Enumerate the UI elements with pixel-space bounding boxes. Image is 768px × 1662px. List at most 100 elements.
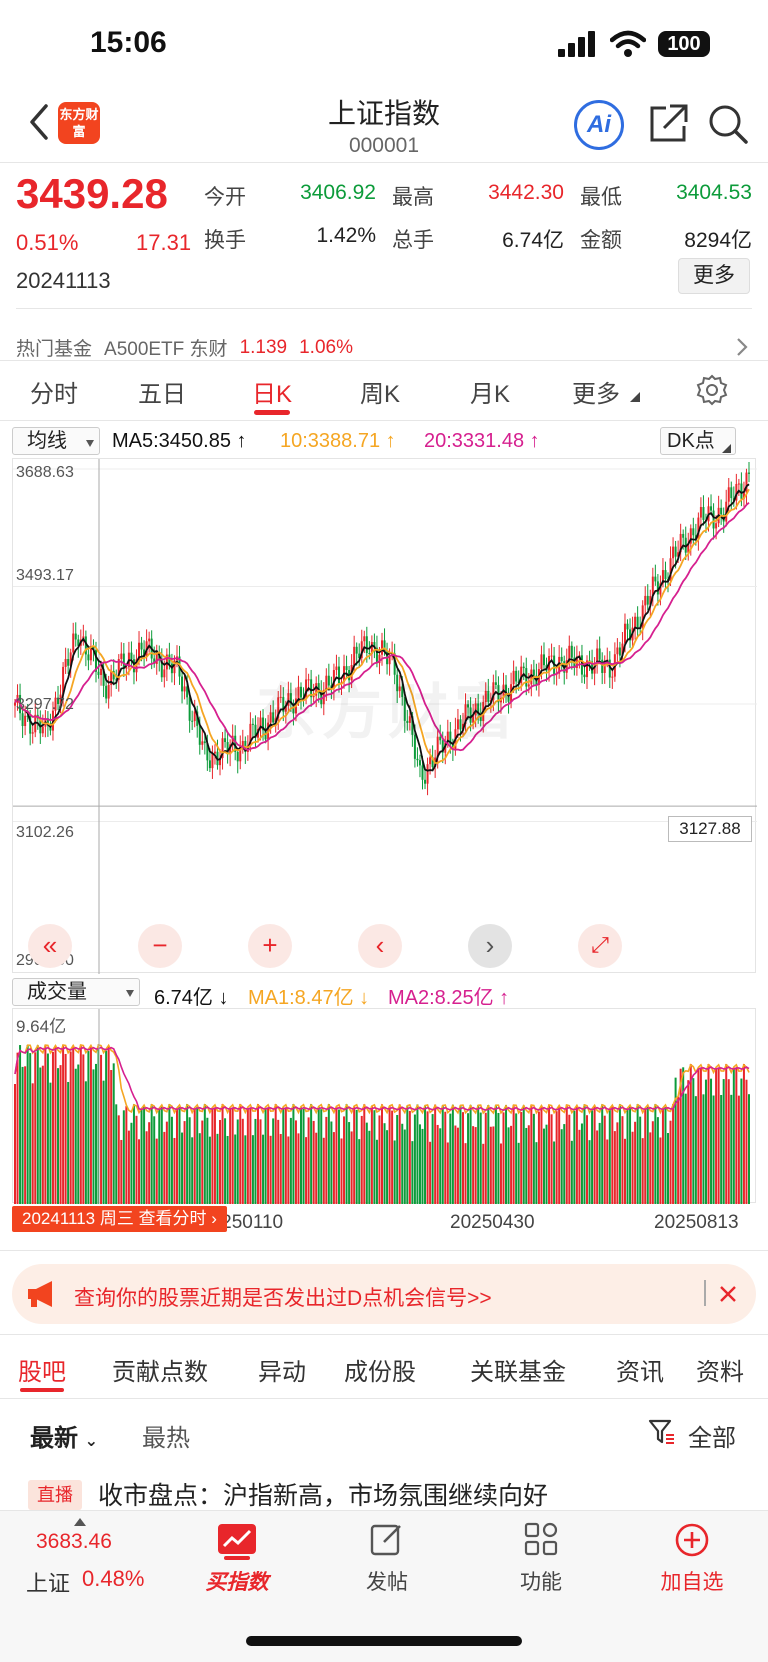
candle-body xyxy=(84,636,87,655)
mini-index-value[interactable]: 3683.46 xyxy=(36,1530,112,1553)
volume-bar xyxy=(439,1128,442,1204)
candle-body xyxy=(469,707,472,723)
subtab-profile[interactable]: 资料 xyxy=(696,1359,744,1386)
close-icon[interactable] xyxy=(718,1284,738,1304)
back-icon[interactable] xyxy=(22,100,62,144)
buy-index-icon[interactable] xyxy=(218,1524,256,1560)
volume-indicator-select[interactable]: 成交量 xyxy=(12,978,140,1006)
ma-select[interactable]: 均线 xyxy=(12,427,100,455)
filter-icon[interactable] xyxy=(648,1418,676,1446)
candle-body xyxy=(300,686,303,698)
candle-body xyxy=(74,633,77,640)
nav-post[interactable]: 发帖 xyxy=(366,1571,408,1594)
change-pct: 0.51% xyxy=(16,230,79,255)
news-headline[interactable]: 收市盘点：沪指新高，市场氛围继续向好 xyxy=(98,1482,549,1510)
volume-bar xyxy=(611,1106,614,1204)
post-icon[interactable] xyxy=(370,1522,404,1556)
candle-body xyxy=(651,576,654,597)
candle-body xyxy=(213,751,216,754)
tab-daily-k[interactable]: 日K xyxy=(252,381,293,408)
more-button[interactable]: 更多 xyxy=(678,258,750,294)
subtab-news[interactable]: 资讯 xyxy=(616,1359,664,1386)
zoom-out-button[interactable]: − xyxy=(138,924,182,968)
filter-latest[interactable]: 最新 ⌄ xyxy=(30,1418,98,1453)
candle-body xyxy=(492,682,495,701)
volume-bar xyxy=(178,1106,181,1204)
candle-body xyxy=(626,623,629,630)
gear-icon[interactable] xyxy=(696,374,728,406)
tab-intraday[interactable]: 分时 xyxy=(30,381,78,408)
volume-bar xyxy=(631,1131,634,1204)
volume-bar xyxy=(79,1044,82,1204)
app-logo[interactable]: 东方财富 xyxy=(58,102,100,144)
scroll-left-button[interactable]: ‹ xyxy=(358,924,402,968)
subtab-contribution[interactable]: 贡献点数 xyxy=(112,1359,208,1386)
subtab-movement[interactable]: 异动 xyxy=(258,1359,306,1386)
dk-point-select[interactable]: DK点 xyxy=(660,427,736,455)
chevron-right-icon[interactable] xyxy=(734,336,750,358)
volume-bar xyxy=(737,1095,740,1204)
nav-functions[interactable]: 功能 xyxy=(520,1571,562,1594)
volume-bar xyxy=(413,1114,416,1204)
candle-body xyxy=(461,723,464,730)
volume-bar xyxy=(69,1051,72,1204)
date-tooltip[interactable]: 20241113 周三 查看分时 › xyxy=(12,1206,227,1232)
volume-bar xyxy=(401,1123,404,1204)
nav-add-watchlist[interactable]: 加自选 xyxy=(660,1571,724,1594)
current-price: 3439.28 xyxy=(16,170,168,217)
functions-icon[interactable] xyxy=(524,1522,558,1556)
subtab-constituents[interactable]: 成份股 xyxy=(344,1359,416,1386)
logo-text: 东方财富 xyxy=(59,107,99,139)
tab-more[interactable]: 更多 xyxy=(572,381,620,408)
volume-bar xyxy=(477,1105,480,1204)
search-icon[interactable] xyxy=(706,102,750,146)
volume-bar xyxy=(49,1082,52,1204)
candle-body xyxy=(487,690,490,702)
candle-body xyxy=(687,543,690,553)
wifi-icon xyxy=(610,30,646,57)
zoom-in-button[interactable]: + xyxy=(248,924,292,968)
volume-bar xyxy=(125,1106,128,1204)
volume-bar xyxy=(57,1068,60,1204)
tab-five-day[interactable]: 五日 xyxy=(138,381,186,408)
nav-buy-index[interactable]: 买指数 xyxy=(205,1571,269,1594)
volume-bar xyxy=(165,1121,168,1204)
tab-weekly-k[interactable]: 周K xyxy=(360,381,401,408)
stock-code: 000001 xyxy=(348,134,420,157)
hot-fund-row[interactable]: 热门基金 A500ETF 东财 1.139 1.06% xyxy=(16,334,353,361)
triangle-down-icon xyxy=(630,392,640,402)
page-title: 上证指数 xyxy=(327,98,440,129)
filter-all[interactable]: 全部 xyxy=(688,1425,736,1452)
candle-body xyxy=(459,719,462,730)
candle-body xyxy=(742,492,745,499)
volume-bar xyxy=(702,1094,705,1204)
dk-signal-banner[interactable] xyxy=(12,1264,756,1324)
volume-bar xyxy=(525,1127,528,1204)
dk-signal-text[interactable]: 查询你的股票近期是否发出过D点机会信号>> xyxy=(74,1287,492,1310)
subtab-related-funds[interactable]: 关联基金 xyxy=(470,1359,566,1386)
candle-body xyxy=(102,668,105,686)
volume-bar xyxy=(160,1106,163,1204)
add-watchlist-icon[interactable] xyxy=(674,1522,710,1558)
share-icon[interactable] xyxy=(646,102,690,146)
megaphone-icon xyxy=(28,1281,52,1307)
candle-body xyxy=(97,671,100,675)
candle-body xyxy=(398,686,401,692)
volume-bar xyxy=(689,1064,692,1204)
volume-chart[interactable] xyxy=(12,1008,756,1204)
kline-chart[interactable] xyxy=(12,458,757,974)
fast-back-button[interactable]: « xyxy=(28,924,72,968)
volume-max-label: 9.64亿 xyxy=(16,1017,67,1036)
ai-button[interactable]: Ai xyxy=(574,100,624,150)
volume-bar xyxy=(355,1109,358,1204)
subtab-guba[interactable]: 股吧 xyxy=(18,1359,66,1386)
volume-bar xyxy=(284,1108,287,1204)
filter-hot[interactable]: 最热 xyxy=(142,1425,190,1452)
volume-bar xyxy=(535,1142,538,1204)
volume-bar xyxy=(353,1106,356,1204)
scroll-right-button[interactable]: › xyxy=(468,924,512,968)
candle-body xyxy=(629,629,632,641)
fullscreen-button[interactable]: ⤢ xyxy=(578,924,622,968)
tab-monthly-k[interactable]: 月K xyxy=(470,381,511,408)
candle-body xyxy=(173,660,176,674)
